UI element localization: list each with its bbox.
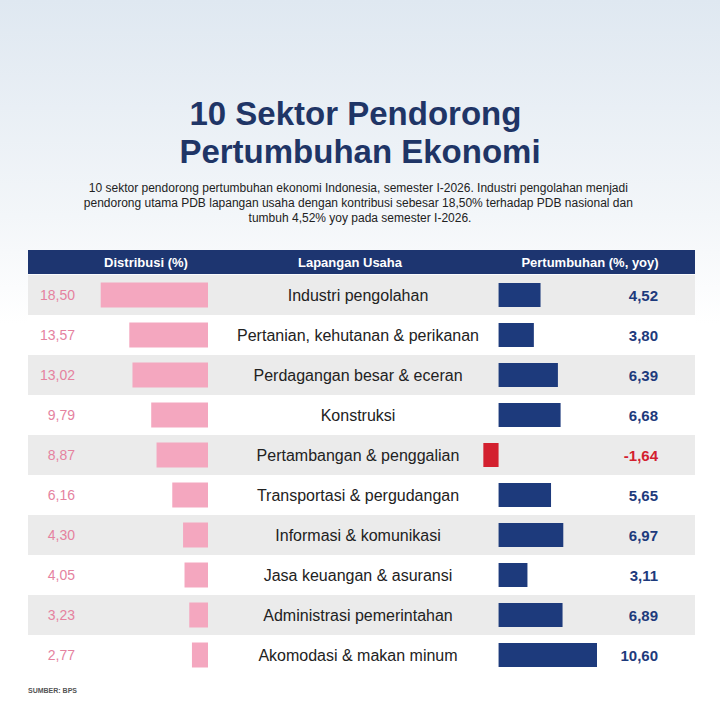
svg-text:6,16: 6,16	[48, 487, 75, 503]
svg-text:4,52: 4,52	[629, 287, 658, 304]
svg-text:3,80: 3,80	[629, 327, 658, 344]
svg-text:Informasi & komunikasi: Informasi & komunikasi	[275, 527, 440, 544]
svg-text:Konstruksi: Konstruksi	[321, 407, 396, 424]
svg-text:13,57: 13,57	[40, 327, 75, 343]
svg-text:Pertanian, kehutanan & perikan: Pertanian, kehutanan & perikanan	[237, 327, 479, 344]
svg-text:10,60: 10,60	[620, 647, 658, 664]
svg-text:13,02: 13,02	[40, 367, 75, 383]
svg-text:SUMBER: BPS: SUMBER: BPS	[28, 687, 77, 694]
svg-text:Pertumbuhan Ekonomi: Pertumbuhan Ekonomi	[179, 133, 540, 170]
svg-text:3,11: 3,11	[630, 567, 658, 584]
svg-text:18,50: 18,50	[40, 287, 75, 303]
svg-text:-1,64: -1,64	[624, 447, 659, 464]
svg-text:6,97: 6,97	[629, 527, 658, 544]
svg-text:Transportasi & pergudangan: Transportasi & pergudangan	[257, 487, 459, 504]
svg-text:Administrasi pemerintahan: Administrasi pemerintahan	[263, 607, 452, 624]
svg-text:Lapangan Usaha: Lapangan Usaha	[298, 255, 403, 270]
svg-text:Akomodasi & makan minum: Akomodasi & makan minum	[258, 647, 457, 664]
svg-text:pendorong utama PDB lapangan u: pendorong utama PDB lapangan usaha denga…	[84, 196, 636, 210]
svg-text:Pertambangan & penggalian: Pertambangan & penggalian	[257, 447, 460, 464]
svg-text:3,23: 3,23	[48, 607, 75, 623]
svg-text:5,65: 5,65	[629, 487, 658, 504]
svg-text:6,89: 6,89	[629, 607, 658, 624]
svg-text:10 Sektor Pendorong: 10 Sektor Pendorong	[189, 95, 530, 132]
svg-text:9,79: 9,79	[48, 407, 75, 423]
svg-text:Distribusi (%): Distribusi (%)	[104, 255, 188, 270]
svg-text:Perdagangan besar & eceran: Perdagangan besar & eceran	[253, 367, 462, 384]
svg-text:6,39: 6,39	[629, 367, 658, 384]
svg-text:10 sektor pendorong pertumbuha: 10 sektor pendorong pertumbuhan ekonomi …	[89, 181, 631, 195]
svg-text:Jasa keuangan & asuransi: Jasa keuangan & asuransi	[264, 567, 453, 584]
svg-text:2,77: 2,77	[48, 647, 75, 663]
svg-text:6,68: 6,68	[629, 407, 658, 424]
svg-text:Pertumbuhan (%, yoy): Pertumbuhan (%, yoy)	[521, 255, 658, 270]
svg-text:Industri pengolahan: Industri pengolahan	[288, 287, 429, 304]
svg-text:4,30: 4,30	[48, 527, 75, 543]
svg-text:4,05: 4,05	[48, 567, 75, 583]
svg-text:tumbuh 4,52% yoy pada semester: tumbuh 4,52% yoy pada semester I-2026.	[249, 211, 472, 225]
svg-text:8,87: 8,87	[48, 447, 75, 463]
